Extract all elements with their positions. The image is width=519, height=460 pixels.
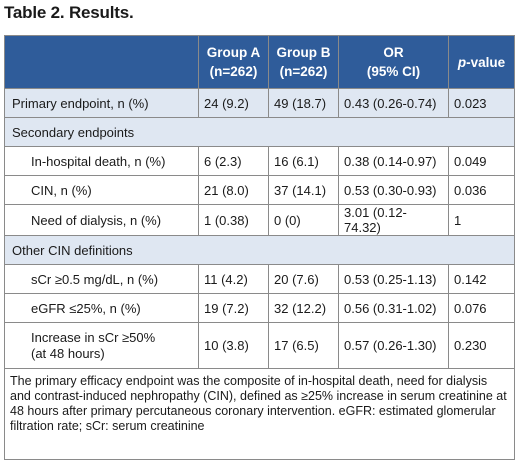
cell-group-a: 10 (3.8) [198,322,269,369]
cell-group-b: 20 (7.6) [268,264,339,294]
cell-group-b: 0 (0) [268,204,339,236]
table-row: Primary endpoint, n (%) 24 (9.2) 49 (18.… [4,88,515,118]
cell-or: 0.57 (0.26-1.30) [338,322,449,369]
row-label: Need of dialysis, n (%) [4,204,199,236]
cell-or: 0.43 (0.26-0.74) [338,88,449,118]
table-row: Need of dialysis, n (%) 1 (0.38) 0 (0) 3… [4,204,515,236]
section-label: Secondary endpoints [4,117,515,147]
header-group-a: Group A (n=262) [198,35,269,89]
cell-or: 3.01 (0.12-74.32) [338,204,449,236]
cell-p-value: 0.230 [448,322,515,369]
section-row: Other CIN definitions [4,235,515,265]
header-empty [4,35,199,89]
table-row: sCr ≥0.5 mg/dL, n (%) 11 (4.2) 20 (7.6) … [4,264,515,294]
cell-p-value: 0.023 [448,88,515,118]
header-group-b: Group B (n=262) [268,35,339,89]
table-row: CIN, n (%) 21 (8.0) 37 (14.1) 0.53 (0.30… [4,175,515,205]
cell-group-b: 16 (6.1) [268,146,339,176]
results-table: Group A (n=262) Group B (n=262) OR (95% CI)… [4,35,515,460]
cell-group-a: 19 (7.2) [198,293,269,323]
cell-p-value: 0.076 [448,293,515,323]
row-label: sCr ≥0.5 mg/dL, n (%) [4,264,199,294]
footnote-row: The primary efficacy endpoint was the co… [4,368,515,460]
header-p-value: p-value [448,35,515,89]
cell-group-a: 24 (9.2) [198,88,269,118]
section-label: Other CIN definitions [4,235,515,265]
table-row: eGFR ≤25%, n (%) 19 (7.2) 32 (12.2) 0.56… [4,293,515,323]
row-label: Primary endpoint, n (%) [4,88,199,118]
cell-or: 0.53 (0.30-0.93) [338,175,449,205]
cell-group-b: 37 (14.1) [268,175,339,205]
cell-group-b: 49 (18.7) [268,88,339,118]
cell-or: 0.56 (0.31-1.02) [338,293,449,323]
table-row: In-hospital death, n (%) 6 (2.3) 16 (6.1… [4,146,515,176]
cell-p-value: 0.049 [448,146,515,176]
cell-group-a: 6 (2.3) [198,146,269,176]
cell-or: 0.53 (0.25-1.13) [338,264,449,294]
section-row: Secondary endpoints [4,117,515,147]
cell-group-b: 32 (12.2) [268,293,339,323]
cell-or: 0.38 (0.14-0.97) [338,146,449,176]
table-footnote: The primary efficacy endpoint was the co… [4,368,515,460]
cell-group-a: 11 (4.2) [198,264,269,294]
row-label: eGFR ≤25%, n (%) [4,293,199,323]
table-row: Increase in sCr ≥50% (at 48 hours) 10 (3.… [4,322,515,369]
header-or: OR (95% CI) [338,35,449,89]
cell-group-b: 17 (6.5) [268,322,339,369]
row-label: Increase in sCr ≥50% (at 48 hours) [4,322,199,369]
cell-group-a: 1 (0.38) [198,204,269,236]
row-label: CIN, n (%) [4,175,199,205]
cell-p-value: 1 [448,204,515,236]
row-label: In-hospital death, n (%) [4,146,199,176]
cell-group-a: 21 (8.0) [198,175,269,205]
table-figure: Table 2. Results. Group A (n=262) Group B… [4,3,515,460]
cell-p-value: 0.142 [448,264,515,294]
cell-p-value: 0.036 [448,175,515,205]
table-title: Table 2. Results. [4,3,134,22]
header-row: Group A (n=262) Group B (n=262) OR (95% CI)… [4,35,515,89]
